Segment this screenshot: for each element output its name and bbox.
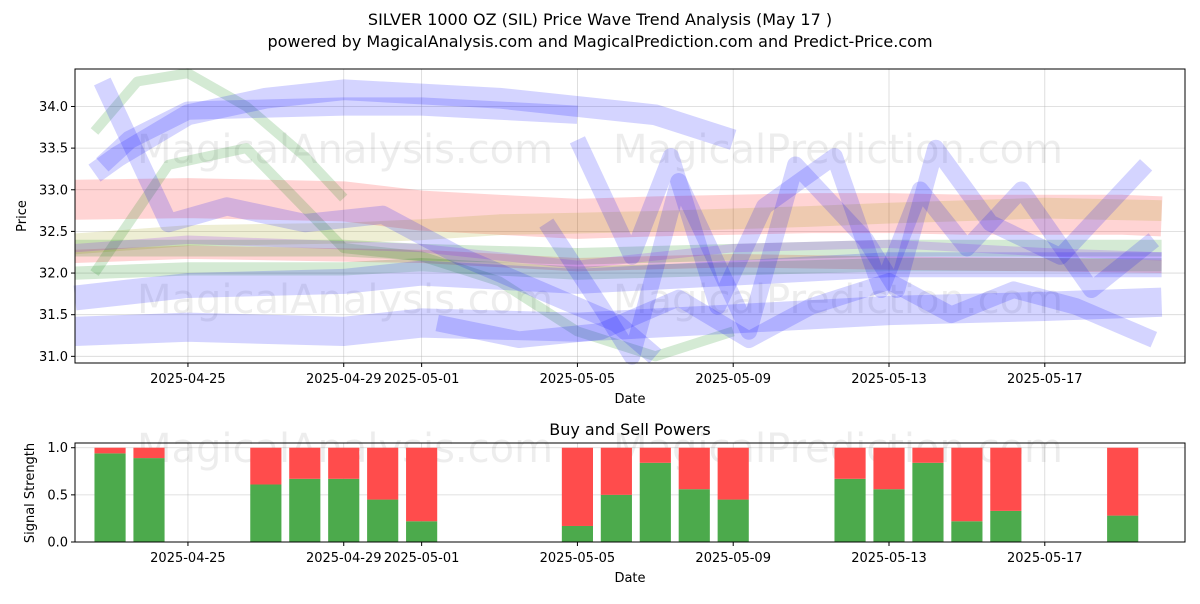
top-x-axis-label: Date [614, 392, 645, 407]
watermark-analysis-top: MagicalAnalysis.com [137, 127, 553, 173]
top-ytick-label-0: 31.0 [39, 350, 68, 365]
price-band-13 [569, 136, 1160, 315]
watermark-analysis-mid: MagicalAnalysis.com [137, 277, 553, 323]
sell-bar-6 [406, 447, 438, 522]
bottom-xtick-label-2: 2025-05-01 [384, 551, 460, 566]
bottom-y-ticks: 0.0 0.5 1.0 [47, 441, 75, 551]
buy-bar-9 [639, 462, 671, 542]
top-xtick-label-2: 2025-05-01 [384, 372, 460, 387]
bottom-xtick-label-4: 2025-05-09 [695, 551, 771, 566]
buy-bar-4 [328, 478, 360, 542]
price-band-6 [90, 143, 735, 362]
sell-bar-14 [912, 447, 944, 463]
watermark-prediction-top: MagicalPrediction.com [613, 127, 1063, 173]
top-gridlines [75, 69, 1185, 363]
sell-bar-8 [600, 447, 632, 495]
main-title: SILVER 1000 OZ (SIL) Price Wave Trend An… [368, 10, 832, 29]
bottom-plot-frame [74, 442, 1186, 543]
bottom-xtick-label-6: 2025-05-17 [1007, 551, 1083, 566]
price-band-11 [73, 252, 1162, 311]
top-x-ticks: 2025-04-25 2025-04-29 2025-05-01 2025-05-05… [150, 363, 1083, 387]
top-y-ticks: 31.0 31.5 32.0 32.5 33.0 33.5 34.0 [39, 100, 75, 365]
top-xtick-label-4: 2025-05-09 [695, 372, 771, 387]
top-xtick-label-1: 2025-04-29 [306, 372, 382, 387]
bottom-xtick-label-1: 2025-04-29 [306, 551, 382, 566]
top-y-axis-label: Price [15, 200, 30, 232]
price-band-3 [75, 239, 1162, 265]
bottom-title: Buy and Sell Powers [549, 420, 711, 439]
price-band-8 [96, 97, 578, 172]
top-xtick-label-6: 2025-05-17 [1007, 372, 1083, 387]
buy-bar-10 [678, 489, 710, 542]
top-ytick-label-6: 34.0 [39, 100, 68, 115]
bottom-ytick-label-1: 0.5 [47, 488, 68, 503]
sell-bar-1 [133, 447, 165, 459]
price-band-15 [74, 235, 1162, 269]
top-watermarks: MagicalAnalysis.com MagicalPrediction.co… [137, 127, 1063, 323]
price-band-9 [94, 77, 662, 364]
signal-bars [94, 447, 1139, 542]
top-plot-frame [74, 68, 1186, 364]
sell-bar-4 [328, 447, 360, 479]
price-band-2 [74, 197, 1162, 255]
sell-bar-0 [94, 447, 126, 454]
bottom-ytick-label-0: 0.0 [47, 536, 68, 551]
bottom-xtick-label-5: 2025-05-13 [851, 551, 927, 566]
sell-bar-5 [367, 447, 399, 500]
buy-bar-7 [561, 525, 593, 542]
buy-bar-8 [600, 494, 632, 542]
buy-bar-0 [94, 453, 126, 542]
price-band-0 [74, 178, 1163, 239]
sell-bar-12 [834, 447, 866, 479]
sell-bar-10 [678, 447, 710, 490]
bottom-xtick-label-3: 2025-05-05 [540, 551, 616, 566]
bottom-y-axis-label: Signal Strength [23, 443, 38, 543]
sell-bar-7 [561, 447, 593, 526]
price-band-5 [90, 68, 348, 202]
top-ytick-label-2: 32.0 [39, 267, 68, 282]
sell-bar-2 [250, 447, 282, 485]
top-ytick-label-4: 33.0 [39, 183, 68, 198]
bottom-xtick-label-0: 2025-04-25 [150, 551, 226, 566]
main-subtitle: powered by MagicalAnalysis.com and Magic… [267, 32, 932, 51]
buy-bar-12 [834, 478, 866, 542]
buy-bar-16 [990, 510, 1022, 542]
price-band-1 [74, 245, 1162, 274]
buy-bar-6 [406, 521, 438, 542]
buy-bar-14 [912, 462, 944, 542]
price-bands [73, 68, 1163, 365]
buy-bar-2 [250, 484, 282, 542]
top-xtick-label-0: 2025-04-25 [150, 372, 226, 387]
sell-bar-16 [990, 447, 1022, 511]
sell-bar-17 [1107, 447, 1139, 516]
price-band-10 [74, 287, 1163, 346]
sell-bar-3 [289, 447, 321, 479]
price-band-4 [74, 258, 1162, 280]
top-xtick-label-3: 2025-05-05 [540, 372, 616, 387]
sell-bar-15 [951, 447, 983, 522]
sell-bar-9 [639, 447, 671, 463]
price-band-14 [435, 273, 1158, 349]
buy-bar-11 [717, 499, 749, 542]
sell-bar-13 [873, 447, 905, 490]
top-ytick-label-5: 33.5 [39, 142, 68, 157]
price-band-12 [539, 139, 1153, 365]
top-ytick-label-3: 32.5 [39, 225, 68, 240]
buy-bar-3 [289, 478, 321, 542]
buy-bar-1 [133, 458, 165, 542]
buy-bar-15 [951, 521, 983, 542]
top-ytick-label-1: 31.5 [39, 308, 68, 323]
top-xtick-label-5: 2025-05-13 [851, 372, 927, 387]
buy-bar-17 [1107, 515, 1139, 542]
bottom-x-ticks: 2025-04-25 2025-04-29 2025-05-01 2025-05-05… [150, 542, 1083, 566]
buy-bar-5 [367, 499, 399, 542]
bottom-ytick-label-2: 1.0 [47, 441, 68, 456]
buy-bar-13 [873, 489, 905, 542]
price-band-7 [88, 79, 737, 182]
watermark-prediction-mid: MagicalPrediction.com [613, 277, 1063, 323]
bottom-x-axis-label: Date [614, 571, 645, 586]
sell-bar-11 [717, 447, 749, 500]
